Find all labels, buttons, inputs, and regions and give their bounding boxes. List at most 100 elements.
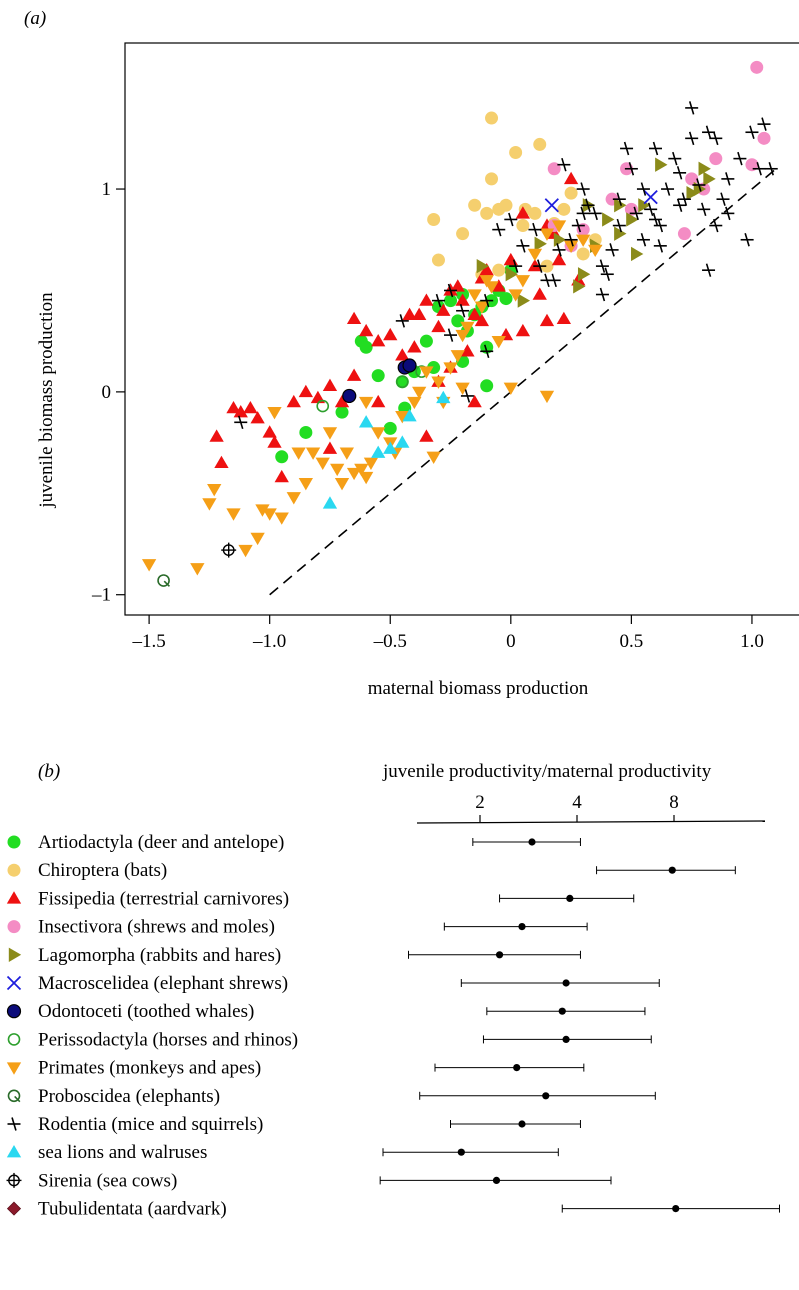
point-4-14 bbox=[686, 185, 699, 201]
point-2-32 bbox=[503, 252, 518, 266]
point-8-35 bbox=[460, 321, 475, 335]
estimate-point-3 bbox=[518, 923, 526, 931]
point-12-0 bbox=[221, 542, 237, 558]
point-10-8 bbox=[504, 212, 518, 227]
point-2-10 bbox=[298, 384, 314, 398]
point-10-53-stroke-v bbox=[483, 344, 490, 359]
point-2-43 bbox=[419, 429, 434, 442]
legend-marker-9-tail bbox=[14, 1095, 21, 1103]
forest-axis: 2 4 8 bbox=[416, 792, 766, 824]
point-2-44 bbox=[467, 394, 482, 408]
point-10-34 bbox=[673, 166, 687, 180]
series-5 bbox=[544, 190, 658, 213]
y-axis-label: juvenile biomass production bbox=[36, 292, 57, 509]
point-8-26 bbox=[395, 411, 410, 424]
point-11-1 bbox=[371, 445, 386, 458]
point-10-52-stroke-v bbox=[657, 239, 664, 253]
point-2-28 bbox=[467, 307, 482, 320]
series-12 bbox=[221, 542, 237, 558]
point-1-14 bbox=[576, 247, 590, 261]
point-10-2 bbox=[431, 293, 445, 308]
point-0-6 bbox=[395, 375, 409, 389]
point-2-19 bbox=[407, 340, 422, 353]
point-8-15 bbox=[322, 427, 338, 440]
point-0-18 bbox=[480, 340, 494, 354]
point-2-25 bbox=[450, 279, 465, 292]
point-1-13 bbox=[485, 111, 499, 125]
legend-marker-5-stroke-2 bbox=[6, 975, 22, 991]
point-2-20 bbox=[412, 307, 427, 320]
point-8-42 bbox=[527, 248, 543, 262]
point-0-13 bbox=[451, 314, 465, 328]
legend-marker-11 bbox=[6, 1145, 22, 1158]
point-3-7 bbox=[685, 172, 699, 186]
point-7-2 bbox=[395, 375, 409, 389]
legend-marker-2 bbox=[6, 891, 22, 904]
point-2-33 bbox=[515, 206, 531, 219]
point-10-30 bbox=[648, 212, 662, 227]
point-0-12 bbox=[444, 294, 458, 308]
point-10-50-stroke-v bbox=[713, 218, 719, 233]
plot-frame bbox=[124, 42, 799, 616]
legend-label-8: Primates (monkeys and apes) bbox=[38, 1058, 261, 1079]
point-2-0 bbox=[209, 429, 224, 442]
point-8-4 bbox=[226, 508, 241, 521]
point-2-31 bbox=[491, 279, 506, 292]
point-2-8 bbox=[274, 469, 289, 483]
point-10-26 bbox=[624, 162, 638, 176]
point-2-27 bbox=[460, 344, 475, 357]
legend-marker-13 bbox=[6, 1201, 22, 1216]
point-10-47 bbox=[757, 117, 771, 131]
point-10-34-stroke-v bbox=[676, 166, 683, 180]
point-1-5 bbox=[485, 172, 499, 186]
point-2-4 bbox=[243, 400, 258, 414]
legend-label-6: Odontoceti (toothed whales) bbox=[38, 1001, 254, 1022]
point-10-57-stroke-v bbox=[676, 198, 683, 212]
point-10-51-stroke-v bbox=[705, 263, 712, 277]
forest-panel: (b) juvenile productivity/maternal produ… bbox=[6, 761, 780, 1220]
point-2-23 bbox=[436, 303, 451, 316]
point-10-23 bbox=[605, 243, 619, 257]
point-10-13-stroke-v bbox=[544, 273, 550, 288]
point-4-4 bbox=[553, 232, 567, 247]
point-10-25 bbox=[620, 141, 634, 156]
point-10-35 bbox=[677, 192, 691, 206]
point-1-19 bbox=[540, 259, 554, 273]
point-3-5 bbox=[624, 202, 638, 216]
point-8-22 bbox=[363, 457, 379, 471]
point-8-20 bbox=[354, 463, 369, 477]
point-10-58 bbox=[721, 172, 735, 186]
point-8-21 bbox=[358, 471, 374, 485]
reference-line bbox=[269, 168, 777, 596]
legend-label-7: Perissodactyla (horses and rhinos) bbox=[38, 1029, 298, 1050]
point-8-33 bbox=[450, 350, 465, 363]
point-2-38 bbox=[556, 311, 572, 325]
point-10-4 bbox=[456, 304, 470, 318]
point-8-6 bbox=[250, 532, 265, 546]
point-4-17 bbox=[703, 171, 716, 187]
point-10-9 bbox=[509, 259, 523, 273]
point-8-52 bbox=[358, 396, 374, 410]
point-8-43 bbox=[539, 228, 555, 241]
legend-marker-10-stroke-v bbox=[11, 1117, 17, 1131]
point-5-1 bbox=[643, 190, 658, 205]
estimate-point-0 bbox=[528, 838, 536, 846]
legend-marker-12 bbox=[6, 1172, 22, 1188]
point-10-7-stroke-v bbox=[496, 222, 502, 237]
point-9-0-ring bbox=[157, 574, 170, 587]
point-8-28 bbox=[412, 386, 427, 400]
point-8-34 bbox=[455, 329, 470, 343]
data-points bbox=[141, 60, 778, 587]
point-10-18-stroke-v bbox=[580, 182, 586, 196]
point-2-12 bbox=[322, 378, 338, 391]
point-2-9 bbox=[286, 394, 301, 408]
y-tick-label-2: 1 bbox=[102, 179, 112, 200]
point-10-12-stroke-v bbox=[537, 259, 543, 273]
point-10-27-stroke-v bbox=[633, 206, 639, 221]
point-8-36 bbox=[467, 289, 482, 302]
point-1-18 bbox=[516, 219, 530, 233]
point-10-18 bbox=[576, 182, 590, 196]
point-10-4-stroke-v bbox=[459, 304, 466, 318]
series-2 bbox=[209, 171, 586, 483]
